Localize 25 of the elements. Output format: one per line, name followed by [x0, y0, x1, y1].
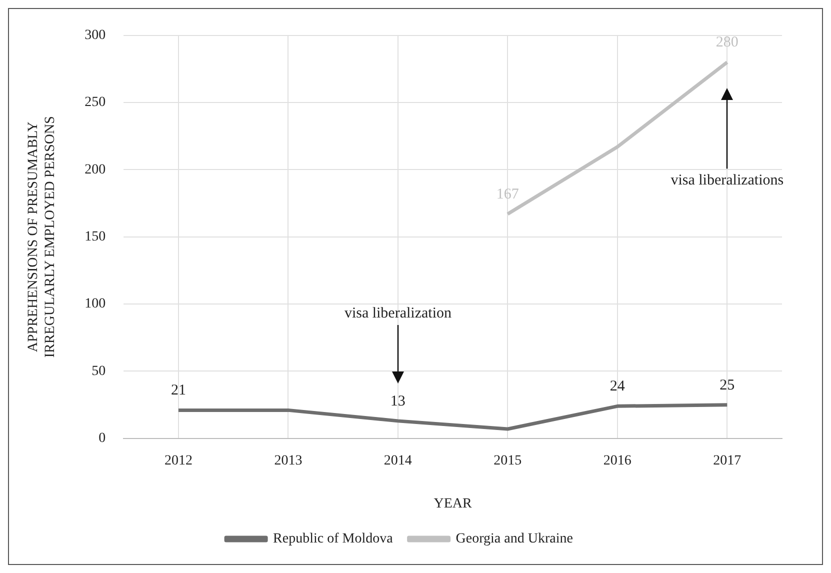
- data-label: 167: [496, 186, 520, 202]
- annotation: visa liberalization: [344, 305, 452, 322]
- x-tick-label: 2012: [164, 453, 192, 468]
- x-tick-label: 2016: [603, 453, 632, 468]
- y-tick-label: 150: [84, 230, 106, 245]
- x-tick-label: 2013: [274, 453, 302, 468]
- x-tick-label: 2017: [713, 453, 742, 468]
- data-label: 280: [716, 34, 738, 51]
- y-tick-label: 50: [92, 364, 106, 379]
- data-label: 25: [720, 377, 735, 394]
- legend-label: Georgia and Ukraine: [456, 532, 573, 547]
- y-tick-label: 0: [98, 431, 106, 446]
- x-tick-label: 2015: [494, 453, 522, 468]
- legend-label: Republic of Moldova: [273, 532, 394, 547]
- y-tick-label: 100: [84, 296, 106, 312]
- y-tick-label: 200: [84, 162, 106, 178]
- data-label: 13: [390, 393, 406, 410]
- y-axis-title: APPREHENSIONS OF PRESUMABLY IRREGULARLY EMPLOYED PERSONS: [26, 116, 58, 358]
- y-tick-label: 300: [84, 28, 106, 44]
- data-label: 21: [170, 382, 186, 399]
- data-label: 24: [610, 378, 626, 395]
- y-tick-label: 250: [84, 95, 106, 110]
- x-axis-title: YEAR: [434, 496, 473, 512]
- annotation: visa liberalizations: [670, 172, 784, 188]
- x-tick-label: 2014: [384, 453, 412, 468]
